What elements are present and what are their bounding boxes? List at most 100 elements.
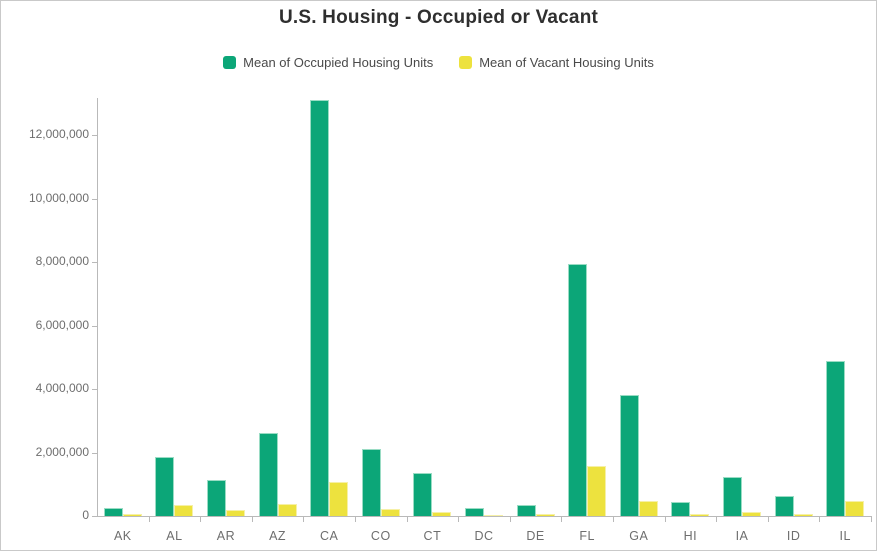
x-axis-tick-mark xyxy=(200,517,201,522)
y-axis-tick-label: 12,000,000 xyxy=(28,127,89,141)
bar-vacant-fl[interactable] xyxy=(587,465,607,516)
x-axis-label-id: ID xyxy=(786,529,801,543)
x-axis-tick-mark xyxy=(561,517,562,522)
legend-item-vacant[interactable]: Mean of Vacant Housing Units xyxy=(459,55,654,70)
y-axis-tick-label: 8,000,000 xyxy=(35,254,89,268)
x-axis-tick-mark xyxy=(149,517,150,522)
category-group-ga xyxy=(613,395,665,516)
category-group-al xyxy=(149,456,201,516)
bar-occupied-ar[interactable] xyxy=(206,479,226,516)
y-axis-tick-label: 2,000,000 xyxy=(35,444,89,459)
y-axis-tick-mark xyxy=(92,198,97,200)
x-axis-label-dc: DC xyxy=(474,529,494,543)
x-axis-label-co: CO xyxy=(370,529,391,543)
bar-occupied-co[interactable] xyxy=(361,449,381,516)
x-axis-label-ct: CT xyxy=(423,529,442,543)
category-group-ct xyxy=(407,472,459,516)
bar-vacant-az[interactable] xyxy=(277,504,297,516)
x-axis-label-fl: FL xyxy=(579,529,595,543)
x-axis-label-il: IL xyxy=(839,529,851,543)
bar-occupied-ct[interactable] xyxy=(413,472,433,516)
category-group-hi xyxy=(665,502,717,516)
x-axis-label-ia: IA xyxy=(735,529,749,543)
category-group-co xyxy=(355,449,407,516)
legend-item-occupied[interactable]: Mean of Occupied Housing Units xyxy=(223,55,433,70)
y-axis-tick-label: 0 xyxy=(82,508,89,522)
category-group-ak xyxy=(97,508,149,516)
bar-vacant-id[interactable] xyxy=(793,513,813,516)
category-group-dc xyxy=(458,507,510,516)
bar-vacant-de[interactable] xyxy=(535,514,555,516)
plot-area xyxy=(97,98,871,516)
vacant-series-swatch-icon xyxy=(459,56,473,69)
y-axis-line xyxy=(97,98,98,516)
x-axis-label-al: AL xyxy=(166,529,183,543)
bar-vacant-ct[interactable] xyxy=(432,512,452,516)
bar-occupied-ak[interactable] xyxy=(103,508,123,516)
x-axis-tick-mark xyxy=(716,517,717,522)
bar-occupied-dc[interactable] xyxy=(464,507,484,516)
bar-occupied-de[interactable] xyxy=(516,505,536,516)
bar-vacant-dc[interactable] xyxy=(483,515,503,516)
x-axis-label-de: DE xyxy=(526,529,545,543)
x-axis-tick-mark xyxy=(355,517,356,522)
bar-vacant-ia[interactable] xyxy=(741,511,761,516)
chart-title: U.S. Housing - Occupied or Vacant xyxy=(278,7,599,28)
y-axis-tick-mark xyxy=(92,262,97,263)
y-axis-tick-label: 6,000,000 xyxy=(35,317,89,332)
x-axis-tick-mark xyxy=(407,517,408,522)
occupied-series-swatch-icon xyxy=(223,56,237,69)
category-group-fl xyxy=(561,264,613,516)
category-group-il xyxy=(819,361,871,516)
y-axis-tick-label: 10,000,000 xyxy=(28,190,89,205)
bar-occupied-il[interactable] xyxy=(826,361,846,516)
bar-occupied-ga[interactable] xyxy=(619,395,639,516)
bar-vacant-ak[interactable] xyxy=(122,513,142,516)
category-group-ca xyxy=(303,100,355,516)
bar-vacant-al[interactable] xyxy=(174,504,194,516)
legend-label-occupied: Mean of Occupied Housing Units xyxy=(243,55,434,70)
category-group-az xyxy=(252,432,304,516)
category-group-ia xyxy=(716,476,768,516)
category-group-ar xyxy=(200,479,252,516)
x-axis-line xyxy=(97,516,872,517)
x-axis-tick-mark xyxy=(871,517,872,522)
bar-occupied-al[interactable] xyxy=(155,456,175,516)
x-axis-tick-mark xyxy=(252,517,253,522)
x-axis-label-ga: GA xyxy=(629,529,649,543)
bar-vacant-co[interactable] xyxy=(380,509,400,516)
bar-occupied-fl[interactable] xyxy=(568,264,588,516)
x-axis-tick-mark xyxy=(303,517,304,522)
bar-occupied-id[interactable] xyxy=(774,496,794,516)
legend: Mean of Occupied Housing Units Mean of V… xyxy=(1,55,876,70)
bar-vacant-il[interactable] xyxy=(845,501,865,516)
x-axis-tick-mark xyxy=(819,517,820,522)
x-axis-tick-mark xyxy=(665,517,666,522)
y-axis-tick-label: 4,000,000 xyxy=(35,381,89,395)
bar-occupied-ia[interactable] xyxy=(722,476,742,516)
bar-vacant-ar[interactable] xyxy=(225,509,245,516)
category-group-id xyxy=(768,496,820,516)
x-axis-label-ca: CA xyxy=(320,529,339,543)
bar-vacant-hi[interactable] xyxy=(690,514,710,516)
x-axis-tick-mark xyxy=(768,517,769,522)
legend-label-vacant: Mean of Vacant Housing Units xyxy=(479,55,654,70)
x-axis-tick-mark xyxy=(458,517,459,522)
category-group-de xyxy=(510,505,562,516)
bar-occupied-ca[interactable] xyxy=(310,100,330,516)
x-axis-label-ak: AK xyxy=(113,529,132,543)
y-axis-tick-mark xyxy=(92,516,97,517)
x-axis-tick-mark xyxy=(613,517,614,522)
y-axis-tick-mark xyxy=(92,135,97,136)
y-axis-tick-mark xyxy=(92,325,97,327)
x-axis-label-ar: AR xyxy=(216,529,236,543)
x-axis-tick-mark xyxy=(510,517,511,522)
x-axis-label-az: AZ xyxy=(269,529,287,543)
bar-vacant-ca[interactable] xyxy=(329,481,349,516)
x-axis-label-hi: HI xyxy=(683,529,698,543)
y-axis-tick-mark xyxy=(92,452,97,454)
bar-occupied-hi[interactable] xyxy=(671,502,691,516)
bar-occupied-az[interactable] xyxy=(258,432,278,516)
bar-vacant-ga[interactable] xyxy=(638,500,658,516)
